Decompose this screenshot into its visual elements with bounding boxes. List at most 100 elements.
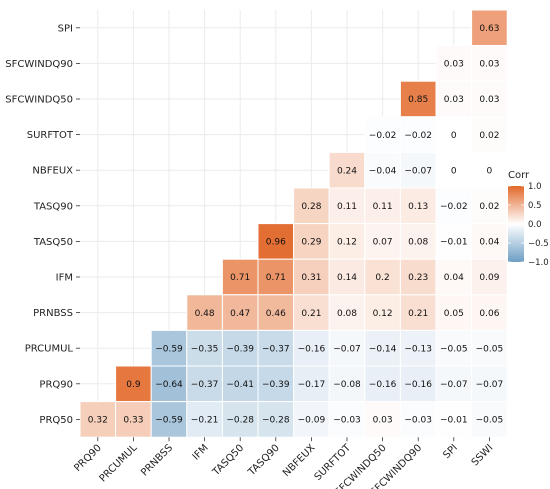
y-axis-labels: SPI SFCWINDQ90 SFCWINDQ50 SURFTOT NBFEUX TASQ… [5, 23, 80, 426]
cell-value-label: 0.12 [337, 238, 357, 248]
heatmap-cell [115, 401, 152, 438]
heatmap-cell [364, 258, 401, 296]
heatmap-cells: 0.63 0.03 0.03 0.85 0.03 0.03 −0.02 −0.02 0 0.02 0… [79, 9, 508, 438]
y-tick-label: PRNBSS [33, 308, 73, 319]
cell-value-label: 0.05 [444, 309, 464, 319]
heatmap-cell [364, 187, 401, 225]
cell-value-label: 0.06 [479, 309, 499, 319]
heatmap-cell [221, 329, 259, 367]
heatmap-cell [399, 329, 437, 367]
y-tick-label: NBFEUX [32, 166, 73, 177]
cell-value-label: 0.02 [479, 131, 499, 141]
cell-value-label: −0.03 [333, 416, 361, 426]
cell-value-label: 0.63 [479, 24, 499, 34]
heatmap-cell [293, 329, 330, 367]
legend-colorbar [508, 186, 524, 262]
heatmap-cell [399, 116, 437, 153]
cell-value-label: 0.28 [301, 202, 321, 212]
heatmap-cell [328, 294, 366, 331]
heatmap-cell [399, 151, 437, 189]
cell-value-label: 0.02 [479, 202, 499, 212]
heatmap-cell [435, 116, 473, 153]
cell-value-label: 0.07 [373, 238, 393, 248]
x-tick-label: TASQ50 [210, 443, 246, 479]
heatmap-cell [471, 116, 508, 153]
cell-value-label: −0.37 [262, 344, 290, 354]
cell-value-label: −0.14 [369, 344, 397, 354]
heatmap-cell [399, 365, 437, 403]
cell-value-label: 0.11 [337, 202, 357, 212]
cell-value-label: −0.05 [476, 416, 504, 426]
heatmap-cell [399, 187, 437, 225]
cell-value-label: −0.64 [155, 380, 183, 390]
cell-value-label: 0.12 [373, 309, 393, 319]
heatmap-cell [364, 329, 401, 367]
heatmap-cell [221, 401, 259, 438]
cell-value-label: 0.29 [301, 238, 321, 248]
cell-value-label: −0.59 [155, 416, 183, 426]
heatmap-cell [328, 329, 366, 367]
heatmap-cell [435, 45, 473, 82]
heatmap-cell [221, 294, 259, 331]
cell-value-label: 0.71 [266, 273, 286, 283]
y-tick-label: SURFTOT [27, 130, 74, 141]
cell-value-label: 0.21 [408, 309, 428, 319]
heatmap-cell [399, 294, 437, 331]
cell-value-label: 0.09 [479, 273, 499, 283]
cell-value-label: −0.02 [369, 131, 397, 141]
cell-value-label: −0.05 [476, 344, 504, 354]
x-tick-label: TASQ90 [246, 443, 282, 479]
y-tick-label: TASQ50 [33, 237, 73, 248]
heatmap-cell [435, 187, 473, 225]
cell-value-label: 0.23 [408, 273, 428, 283]
cell-value-label: −0.21 [191, 416, 219, 426]
cell-value-label: 0.03 [444, 95, 464, 105]
cell-value-label: 0.08 [408, 238, 428, 248]
heatmap-cell [328, 151, 366, 189]
cell-value-label: 0.24 [337, 166, 357, 176]
cell-value-label: −0.02 [440, 202, 468, 212]
legend: Corr 1.0 0.5 0.0 −0.5 −1.0 [508, 170, 549, 268]
heatmap-cell [293, 401, 330, 438]
legend-tick-label: 0.0 [528, 220, 542, 230]
cell-value-label: 0.46 [266, 309, 286, 319]
cell-value-label: −0.08 [333, 380, 361, 390]
cell-value-label: −0.37 [191, 380, 219, 390]
x-tick-label: IFM [191, 443, 211, 463]
cell-value-label: −0.01 [440, 238, 468, 248]
cell-value-label: 0.04 [479, 238, 499, 248]
heatmap-cell [435, 401, 473, 438]
cell-value-label: −0.35 [191, 344, 219, 354]
cell-value-label: −0.07 [333, 344, 361, 354]
y-tick-label: SFCWINDQ50 [5, 95, 73, 106]
cell-value-label: −0.07 [404, 166, 432, 176]
heatmap-cell [257, 329, 295, 367]
heatmap-cell [435, 151, 473, 189]
y-tick-label: SFCWINDQ90 [5, 59, 73, 70]
heatmap-cell [328, 401, 366, 438]
x-tick-label: PRNBSS [139, 443, 175, 479]
cell-value-label: 0.03 [479, 95, 499, 105]
heatmap-cell [186, 365, 223, 403]
cell-value-label: −0.39 [262, 380, 290, 390]
cell-value-label: −0.03 [404, 416, 432, 426]
heatmap-cell [435, 329, 473, 367]
legend-tick-label: 0.5 [528, 201, 542, 211]
heatmap-cell [257, 365, 295, 403]
cell-value-label: −0.17 [298, 380, 326, 390]
cell-value-label: 0.08 [337, 309, 357, 319]
y-tick-label: PRCUMUL [25, 344, 74, 355]
heatmap-cell [471, 329, 508, 367]
cell-value-label: 0.32 [88, 416, 108, 426]
cell-value-label: 0.33 [123, 416, 143, 426]
heatmap-cell [221, 365, 259, 403]
heatmap-cell [293, 187, 330, 225]
x-tick-label: SPI [441, 443, 460, 462]
cell-value-label: 0.71 [230, 273, 250, 283]
cell-value-label: −0.05 [440, 344, 468, 354]
cell-value-label: 0 [451, 166, 457, 176]
x-tick-label: SSWI [470, 443, 496, 469]
cell-value-label: −0.01 [440, 416, 468, 426]
heatmap-cell [328, 223, 366, 260]
cell-value-label: 0.85 [408, 95, 428, 105]
